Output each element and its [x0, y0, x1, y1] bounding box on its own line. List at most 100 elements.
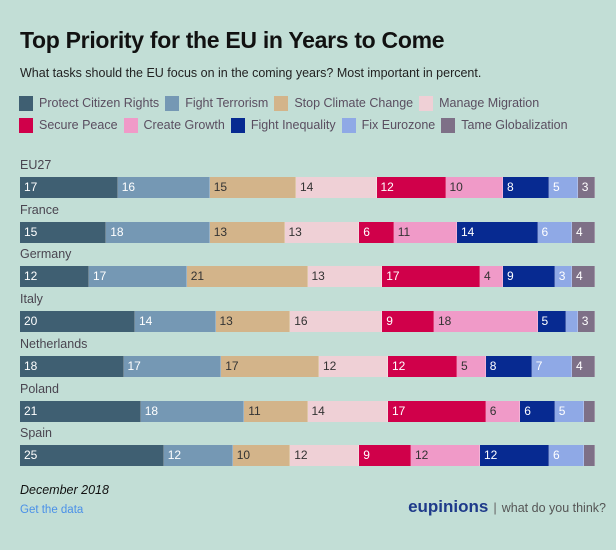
data-label: 18	[438, 314, 452, 329]
bar-poland-fight-inequality: 6	[520, 400, 555, 422]
data-label: 12	[392, 358, 406, 373]
bar-italy-create-growth: 18	[434, 311, 538, 333]
data-label: 12	[323, 358, 337, 373]
data-label: 17	[225, 358, 239, 373]
data-label: 6	[489, 403, 497, 418]
data-label: 9	[507, 269, 514, 284]
legend-swatch	[441, 117, 456, 133]
bar-spain-fight-inequality: 12	[480, 445, 549, 467]
bar-germany-manage-migration: 13	[307, 266, 383, 288]
bar-spain-fight-terrorism: 12	[163, 445, 233, 467]
legend-swatch	[19, 95, 33, 111]
category-label-eu27: EU27	[20, 158, 52, 172]
brand-separator: |	[493, 500, 497, 515]
bar-eu27-create-growth: 10	[445, 177, 503, 198]
bar-germany-secure-peace: 17	[382, 266, 480, 288]
bar-netherlands-fight-terrorism: 17	[123, 355, 222, 377]
data-label: 12	[415, 448, 429, 463]
bar-germany-create-growth: 4	[480, 266, 503, 288]
data-label: 5	[541, 314, 549, 329]
legend-label: Create Growth	[143, 118, 225, 132]
data-label: 12	[484, 448, 498, 463]
legend-swatch	[419, 95, 434, 111]
data-label: 17	[127, 358, 141, 373]
bar-netherlands-fix-eurozone: 7	[531, 355, 572, 377]
data-label: 9	[386, 314, 393, 329]
legend-item-fight-terrorism: Fight Terrorism	[165, 95, 269, 111]
bar-spain-create-growth: 12	[411, 445, 480, 467]
data-label: 21	[190, 269, 205, 284]
data-label: 18	[144, 403, 159, 418]
bar-netherlands-manage-migration: 12	[319, 355, 388, 377]
bar-france-manage-migration: 13	[284, 221, 360, 243]
data-label: 14	[311, 403, 325, 418]
bar-poland-fight-terrorism: 18	[140, 400, 245, 422]
bar-italy-protect-citizen-rights: 20	[20, 311, 135, 333]
legend-label: Secure Peace	[39, 118, 118, 132]
bar-italy-fix-eurozone	[566, 311, 578, 333]
data-label: 6	[541, 224, 549, 239]
data-label: 17	[93, 269, 107, 284]
bar-germany-fight-terrorism: 17	[89, 266, 187, 288]
data-label: 10	[236, 448, 251, 463]
bar-italy-tame-globalization: 3	[577, 311, 595, 333]
get-the-data-link[interactable]: Get the data	[20, 504, 84, 516]
bar-france-protect-citizen-rights: 15	[20, 221, 107, 243]
legend-row: Protect Citizen Rights Fight Terrorism Sto…	[19, 92, 609, 114]
data-label: 7	[535, 358, 543, 373]
data-label: 15	[213, 180, 228, 194]
category-label-germany: Germany	[20, 247, 72, 262]
bar-netherlands-stop-climate-change: 17	[221, 355, 319, 377]
data-label: 14	[300, 180, 314, 194]
data-label: 11	[248, 403, 261, 418]
data-label: 5	[558, 403, 566, 418]
data-label: 13	[288, 224, 302, 239]
bar-eu27-secure-peace: 12	[376, 177, 446, 198]
legend-label: Fix Eurozone	[361, 118, 436, 132]
data-label: 3	[581, 314, 589, 329]
data-label: 10	[449, 180, 463, 194]
data-label: 18	[110, 224, 124, 239]
legend-label: Fight Terrorism	[185, 96, 269, 110]
bar-spain-stop-climate-change: 10	[232, 445, 291, 467]
data-label: 13	[213, 224, 228, 239]
data-label: 17	[392, 403, 406, 418]
legend-label: Stop Climate Change	[294, 96, 414, 110]
chart-title: Top Priority for the EU in Years to Come	[20, 27, 445, 53]
data-label: 16	[294, 314, 308, 329]
legend-row: Secure Peace Create Growth Fight Inequalit…	[19, 114, 609, 136]
bar-eu27-manage-migration: 14	[296, 177, 377, 198]
data-label: 13	[311, 269, 325, 284]
legend-item-tame-globalization: Tame Globalization	[441, 117, 568, 133]
legend-swatch	[341, 117, 356, 133]
bar-poland-fix-eurozone: 5	[554, 400, 584, 422]
category-label-france: France	[20, 202, 59, 217]
bar-france-secure-peace: 6	[359, 221, 394, 243]
bar-netherlands-fight-inequality: 8	[485, 355, 532, 377]
legend-swatch	[230, 117, 245, 133]
data-label: 20	[24, 314, 38, 329]
data-label: 8	[489, 358, 497, 373]
bar-italy-manage-migration: 16	[290, 311, 383, 333]
data-label: 13	[219, 314, 233, 329]
category-label-italy: Italy	[20, 292, 43, 307]
legend-label: Tame Globalization	[461, 118, 568, 132]
bar-germany-fight-inequality: 9	[503, 266, 555, 288]
bar-france-tame-globalization: 4	[572, 221, 595, 243]
legend-item-create-growth: Create Growth	[123, 117, 225, 133]
data-label: 17	[386, 269, 400, 284]
bar-eu27-tame-globalization: 3	[577, 177, 595, 198]
data-label: 4	[576, 269, 583, 284]
data-label: 4	[484, 269, 491, 284]
bar-netherlands-create-growth: 5	[457, 355, 486, 377]
data-label: 21	[24, 403, 38, 418]
data-label: 6	[363, 224, 370, 239]
legend-item-fight-inequality: Fight Inequality	[230, 117, 336, 133]
survey-date: December 2018	[20, 483, 109, 497]
legend-swatch	[19, 117, 33, 133]
data-label: 6	[524, 403, 531, 418]
bar-spain-secure-peace: 9	[359, 445, 411, 467]
bar-france-fix-eurozone: 6	[537, 221, 572, 243]
data-label: 4	[576, 224, 583, 239]
data-label: 17	[24, 180, 38, 194]
